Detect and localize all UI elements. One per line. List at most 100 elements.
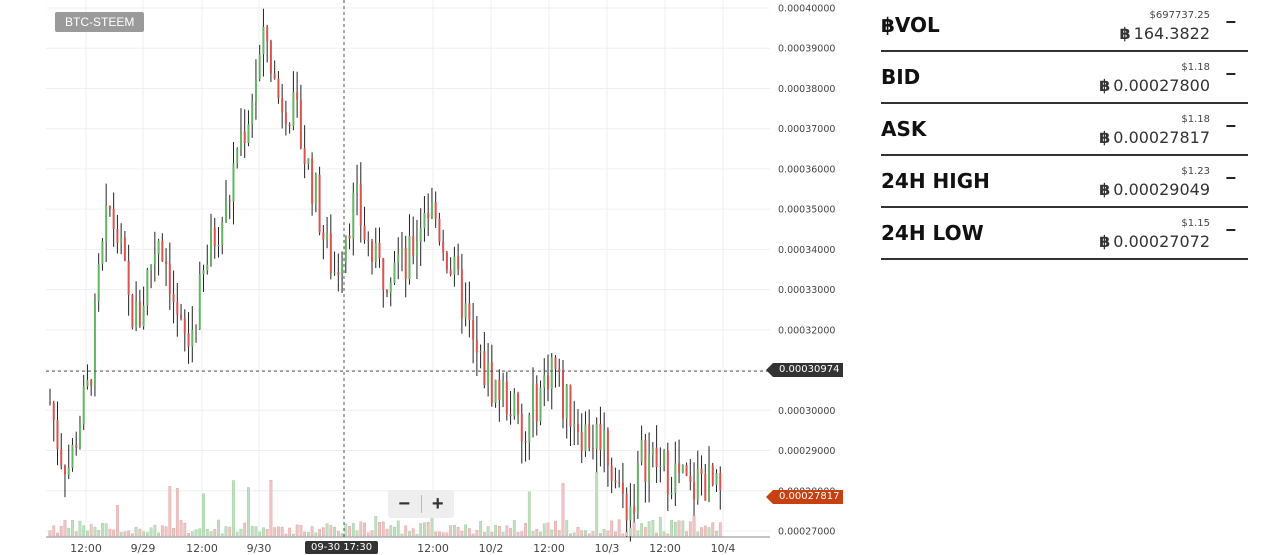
volume-bar: [658, 517, 662, 537]
collapse-toggle[interactable]: −: [1225, 64, 1236, 84]
candle-body: [580, 431, 583, 452]
pair-label: BTC-STEEM: [55, 12, 145, 32]
candle-body: [236, 149, 239, 164]
collapse-toggle[interactable]: −: [1225, 116, 1236, 136]
candle-body: [191, 330, 194, 347]
candle-body: [681, 465, 684, 473]
volume-bar: [97, 530, 101, 537]
stat-btc-value: ฿ 164.3822: [1120, 24, 1210, 43]
candle-body: [367, 239, 370, 242]
candle-body: [97, 264, 100, 302]
candle-body: [404, 248, 407, 280]
volume-bar: [82, 525, 86, 537]
candle-body: [183, 318, 186, 334]
volume-bar: [145, 532, 149, 537]
x-tick-label: 12:00: [533, 542, 565, 555]
candle-body: [715, 472, 718, 485]
candle-body: [135, 301, 138, 328]
volume-bar: [438, 531, 441, 537]
zoom-controls: − +: [388, 490, 454, 518]
volume-bar: [194, 529, 198, 537]
candle-body: [266, 26, 269, 42]
candle-body: [633, 506, 636, 514]
price-chart[interactable]: 0.00040000 0.00039000 0.00038000 0.00037000…: [0, 0, 844, 555]
volume-bar: [355, 530, 359, 537]
volume-bar: [479, 520, 483, 537]
zoom-in-button[interactable]: +: [431, 492, 444, 515]
candle-body: [487, 362, 490, 386]
candle-body: [363, 225, 366, 240]
volume-bar: [115, 505, 119, 537]
volume-bar: [366, 532, 370, 537]
candle-body: [93, 301, 96, 386]
volume-bar: [101, 523, 104, 537]
candle-body: [621, 483, 624, 494]
candle-body: [460, 269, 463, 318]
volume-bar: [539, 531, 542, 537]
volume-bar: [628, 527, 632, 537]
zoom-out-button[interactable]: −: [398, 492, 411, 515]
candle-body: [505, 381, 508, 414]
candle-body: [576, 424, 579, 432]
candle-body: [210, 227, 213, 265]
volume-bar: [389, 525, 393, 537]
candle-body: [273, 73, 276, 79]
candle-body: [258, 54, 261, 80]
y-tick-label: 0.00033000: [778, 285, 835, 296]
stat-label: BID: [881, 65, 921, 89]
volume-bar: [482, 532, 486, 537]
candle-body: [457, 256, 460, 270]
volume-bar: [228, 526, 232, 537]
y-tick-label: 0.00029000: [778, 446, 835, 457]
candle-body: [195, 329, 198, 331]
candle-body: [640, 440, 643, 463]
candle-body: [284, 112, 287, 125]
zoom-divider: [420, 495, 422, 513]
volume-bar: [284, 533, 288, 537]
volume-bar: [295, 524, 299, 537]
candle-body: [224, 200, 227, 223]
candle-body: [449, 269, 452, 275]
volume-bar: [505, 525, 509, 537]
volume-bar: [52, 525, 56, 537]
candle-body: [165, 261, 168, 265]
volume-bar: [187, 533, 190, 537]
candle-body: [588, 424, 591, 448]
volume-bar: [235, 531, 239, 537]
collapse-toggle[interactable]: −: [1225, 12, 1236, 32]
candle-body: [655, 447, 658, 468]
volume-bar: [557, 530, 561, 537]
candle-body: [524, 441, 527, 443]
volume-bar: [580, 530, 584, 537]
volume-bar: [157, 532, 160, 537]
stat-row-volume: ฿VOL $697737.25 ฿ 164.3822 −: [881, 0, 1248, 52]
chart-canvas[interactable]: 0.00040000 0.00039000 0.00038000 0.00037000…: [0, 0, 840, 555]
candle-body: [719, 472, 722, 491]
collapse-toggle[interactable]: −: [1225, 220, 1236, 240]
stat-label: ฿VOL: [881, 13, 940, 37]
volume-bar: [396, 520, 400, 537]
candle-body: [101, 241, 104, 265]
x-tick-label: 12:00: [186, 542, 218, 555]
candle-body: [393, 262, 396, 283]
candle-body: [550, 357, 553, 390]
volume-bar: [93, 526, 97, 537]
candle-body: [262, 26, 265, 55]
candle-body: [636, 462, 639, 514]
collapse-toggle[interactable]: −: [1225, 168, 1236, 188]
volume-bar: [542, 523, 546, 537]
candle-body: [172, 293, 175, 303]
volume-bar: [408, 531, 411, 537]
volume-bar: [217, 519, 220, 537]
volume-bar: [336, 530, 340, 537]
volume-bar: [703, 525, 707, 537]
volume-bar: [258, 531, 262, 537]
bitcoin-icon: ฿: [1099, 128, 1111, 147]
volume-bar: [527, 491, 531, 537]
candle-body: [464, 303, 467, 318]
candle-body: [311, 158, 314, 204]
volume-bar: [591, 531, 595, 537]
volume-bar: [423, 522, 426, 537]
volume-bar: [160, 525, 164, 537]
volume-bar: [554, 520, 557, 537]
